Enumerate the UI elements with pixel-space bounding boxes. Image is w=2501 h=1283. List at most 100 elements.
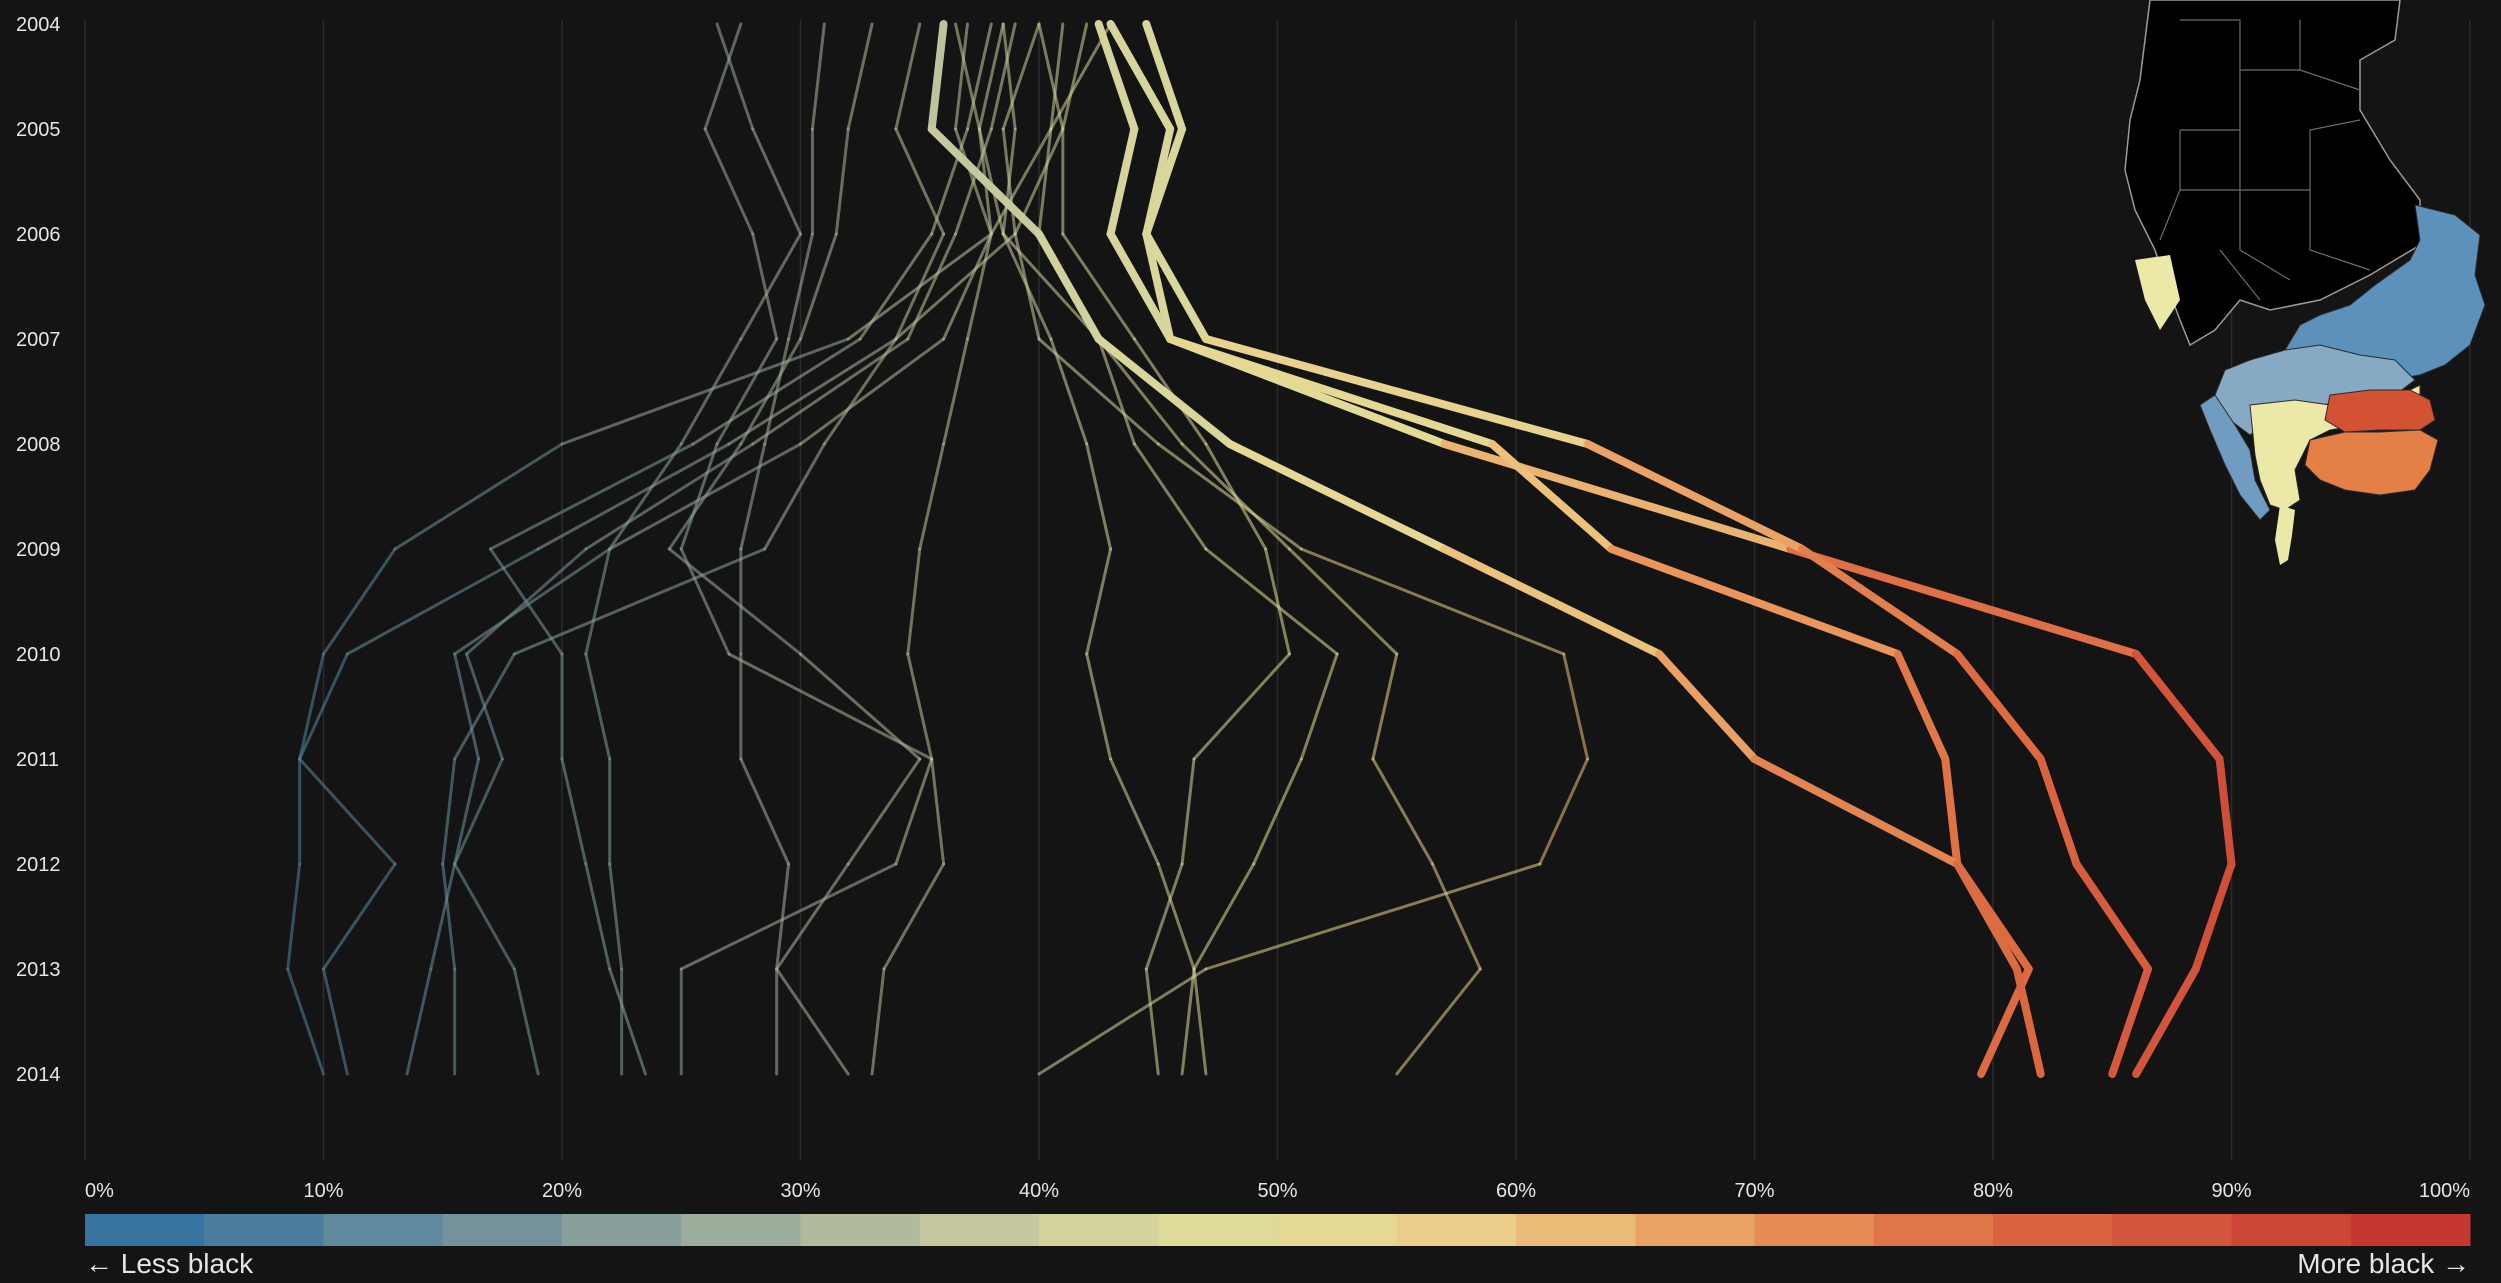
series-segment: [954, 22, 969, 131]
series-line: [977, 22, 1208, 1076]
series-segment: [322, 862, 397, 971]
color-scale-swatch: [1873, 1214, 1994, 1246]
series-segment: [727, 652, 934, 761]
series-segment: [488, 547, 564, 656]
series-segment: [1299, 547, 1566, 656]
series-segment: [667, 547, 802, 656]
series-segment: [1204, 862, 1542, 971]
color-scale-swatch: [85, 1214, 205, 1246]
map-region-north: [2124, 0, 2421, 347]
series-segment: [954, 22, 981, 131]
series-segment: [1440, 440, 1795, 553]
series-segment: [512, 547, 767, 656]
series-segment: [298, 757, 397, 866]
color-scale-swatch: [323, 1214, 444, 1246]
color-scale-swatch: [2231, 1214, 2352, 1246]
x-tick-label: 100%: [2419, 1180, 2470, 1202]
series-segment: [453, 652, 516, 761]
color-scale-swatch: [1396, 1214, 1517, 1246]
map-region-southwest-blue: [2199, 394, 2271, 521]
series-segment: [1180, 967, 1196, 1076]
series-segment: [2108, 965, 2153, 1078]
series-segment: [942, 337, 969, 446]
series-segment: [286, 967, 325, 1076]
series-segment: [930, 127, 969, 236]
series-segment: [810, 22, 826, 131]
series-segment: [1142, 20, 1187, 133]
map-region-orange: [2304, 429, 2439, 496]
year-label: 2012: [16, 854, 61, 876]
series-segment: [1037, 127, 1053, 236]
series-segment: [1953, 650, 2045, 763]
series-segment: [1142, 230, 1210, 343]
series-segment: [906, 652, 934, 761]
series-segment: [799, 337, 946, 446]
series-segment: [1941, 755, 1962, 868]
color-scale-swatch: [800, 1214, 921, 1246]
series-segment: [906, 547, 922, 656]
series-line: [1142, 20, 2236, 1078]
series-segment: [1264, 547, 1291, 656]
series-segment: [775, 862, 850, 971]
series-segment: [906, 232, 958, 341]
series-segment: [2072, 860, 2153, 973]
year-label: 2009: [16, 539, 61, 561]
series-segment: [560, 757, 588, 866]
series-segment: [1037, 232, 1101, 341]
series-segment: [1953, 860, 2021, 973]
series-segment: [2215, 755, 2236, 868]
color-scale-legend: ← Less black More black →: [85, 1214, 2471, 1279]
series-segment: [1488, 440, 1616, 553]
series-segment: [560, 337, 850, 446]
series-segment: [2191, 860, 2236, 973]
series-line: [679, 22, 934, 1076]
series-line: [441, 22, 946, 1076]
x-tick-label: 0%: [85, 1180, 114, 1202]
year-label: 2010: [16, 644, 61, 666]
year-label: 2005: [16, 119, 61, 141]
series-segment: [1395, 967, 1482, 1076]
series-segment: [1061, 22, 1089, 131]
x-tick-label: 40%: [1019, 1180, 1059, 1202]
map-county-borders: [2159, 19, 2371, 301]
series-lines: [286, 20, 2236, 1078]
series-segment: [894, 22, 922, 131]
x-tick-label: 20%: [542, 1180, 582, 1202]
series-segment: [608, 442, 683, 551]
series-segment: [882, 862, 946, 971]
series-line: [453, 22, 1017, 1076]
series-segment: [1371, 757, 1435, 866]
series-segment: [822, 337, 898, 446]
series-segment: [1192, 967, 1208, 1076]
series-segment: [1132, 337, 1208, 446]
series-segment: [894, 757, 934, 866]
series-segment: [1655, 650, 1759, 763]
series-segment: [918, 442, 946, 551]
series-segment: [894, 127, 946, 236]
series-line: [1001, 22, 1339, 1076]
series-segment: [298, 652, 349, 761]
series-segment: [429, 862, 457, 971]
series-segment: [584, 862, 612, 971]
series-segment: [2012, 965, 2045, 1078]
series-segment: [1001, 22, 1017, 131]
series-segment: [1562, 652, 1590, 761]
series-segment: [1094, 20, 1139, 133]
series-segment: [441, 757, 457, 866]
series-segment: [608, 862, 624, 971]
series-segment: [453, 862, 516, 971]
series-segment: [799, 232, 838, 341]
series-segment: [453, 547, 612, 656]
series-segment: [1085, 442, 1113, 551]
series-line: [927, 20, 2045, 1078]
series-segment: [775, 862, 791, 971]
year-label: 2013: [16, 959, 61, 981]
year-label: 2011: [16, 749, 59, 771]
series-segment: [739, 337, 802, 446]
series-segment: [1037, 967, 1208, 1076]
series-segment: [1252, 757, 1303, 866]
series-segment: [846, 757, 922, 866]
series-segment: [1204, 442, 1268, 551]
series-segment: [1106, 20, 1175, 133]
